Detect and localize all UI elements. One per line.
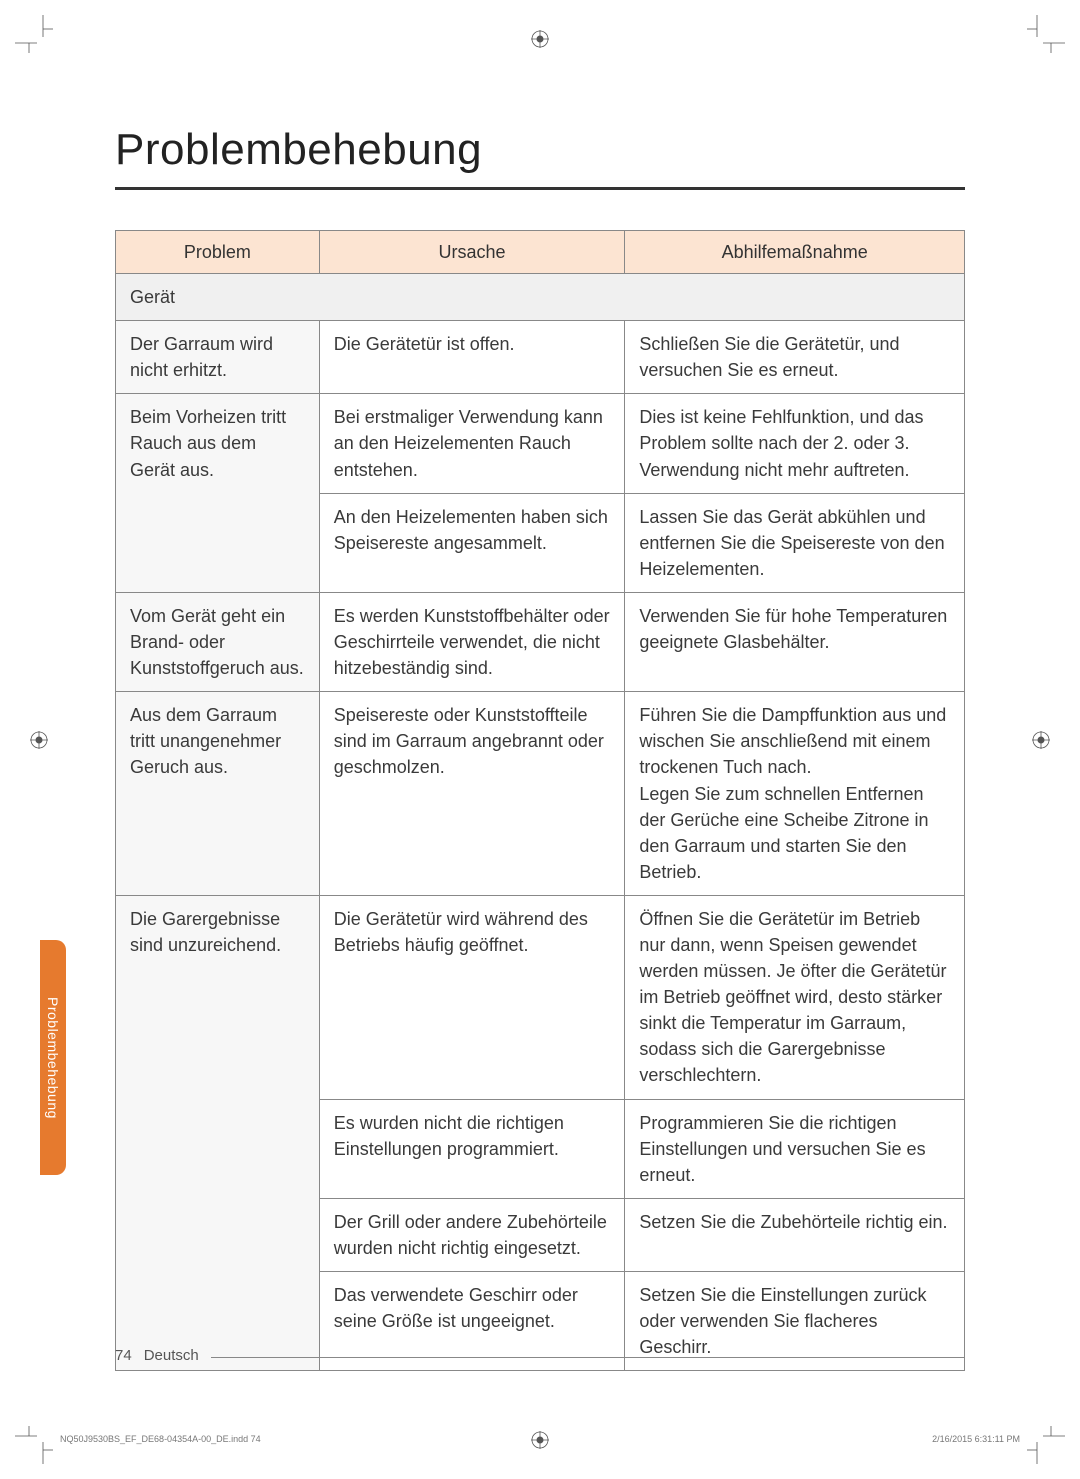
section-label: Gerät [116,274,965,321]
print-meta-filename: NQ50J9530BS_EF_DE68-04354A-00_DE.indd 74 [60,1434,261,1444]
col-header-problem: Problem [116,231,320,274]
cell-remedy: Programmieren Sie die richtigen Einstell… [625,1099,965,1198]
table-row: Die Garergebnisse sind unzureichend. Die… [116,895,965,1099]
registration-mark-icon [531,30,549,48]
page-container: Problembehebung Problem Ursache Abhilfem… [0,0,1080,1479]
registration-mark-icon [1032,731,1050,749]
table-header-row: Problem Ursache Abhilfemaßnahme [116,231,965,274]
cell-problem: Vom Gerät geht ein Brand- oder Kunststof… [116,592,320,691]
side-tab: Problembehebung [40,940,66,1175]
side-tab-label: Problembehebung [45,997,61,1119]
troubleshooting-table: Problem Ursache Abhilfemaßnahme Gerät De… [115,230,965,1371]
cell-cause: Bei erstmaliger Verwendung kann an den H… [319,394,625,493]
cell-remedy: Setzen Sie die Zubehörteile richtig ein. [625,1198,965,1271]
table-row: Vom Gerät geht ein Brand- oder Kunststof… [116,592,965,691]
cell-remedy: Lassen Sie das Gerät abkühlen und entfer… [625,493,965,592]
page-language: Deutsch [144,1347,199,1364]
cell-remedy: Dies ist keine Fehlfunktion, und das Pro… [625,394,965,493]
crop-mark-icon [15,1426,53,1464]
cell-cause: Der Grill oder andere Zubehörteile wurde… [319,1198,625,1271]
cell-problem: Beim Vorheizen tritt Rauch aus dem Gerät… [116,394,320,593]
cell-cause: Es wurden nicht die richtigen Einstellun… [319,1099,625,1198]
title-underline [115,187,965,190]
cell-cause: Die Gerätetür ist offen. [319,321,625,394]
cell-problem: Die Garergebnisse sind unzureichend. [116,895,320,1370]
cell-problem: Aus dem Garraum tritt unangenehmer Geruc… [116,692,320,896]
table-section-row: Gerät [116,274,965,321]
registration-mark-icon [531,1431,549,1449]
cell-cause: Die Gerätetür wird während des Betriebs … [319,895,625,1099]
col-header-cause: Ursache [319,231,625,274]
table-row: Aus dem Garraum tritt unangenehmer Geruc… [116,692,965,896]
table-row: Der Garraum wird nicht erhitzt. Die Gerä… [116,321,965,394]
cell-remedy: Führen Sie die Dampffunktion aus und wis… [625,692,965,896]
page-number: 74 [115,1347,132,1364]
crop-mark-icon [15,15,53,53]
footer-rule [211,1357,965,1358]
cell-problem: Der Garraum wird nicht erhitzt. [116,321,320,394]
cell-cause: An den Heizelementen haben sich Speisere… [319,493,625,592]
cell-remedy: Schließen Sie die Gerätetür, und versuch… [625,321,965,394]
registration-mark-icon [30,731,48,749]
crop-mark-icon [1027,15,1065,53]
cell-cause: Speisereste oder Kunststoffteile sind im… [319,692,625,896]
print-meta-timestamp: 2/16/2015 6:31:11 PM [932,1434,1020,1444]
page-footer: 74 Deutsch [115,1347,965,1364]
col-header-remedy: Abhilfemaßnahme [625,231,965,274]
table-row: Beim Vorheizen tritt Rauch aus dem Gerät… [116,394,965,493]
crop-mark-icon [1027,1426,1065,1464]
cell-remedy: Öffnen Sie die Gerätetür im Betrieb nur … [625,895,965,1099]
cell-remedy: Verwenden Sie für hohe Temperaturen geei… [625,592,965,691]
page-title: Problembehebung [115,125,965,175]
cell-cause: Es werden Kunststoffbehälter oder Geschi… [319,592,625,691]
